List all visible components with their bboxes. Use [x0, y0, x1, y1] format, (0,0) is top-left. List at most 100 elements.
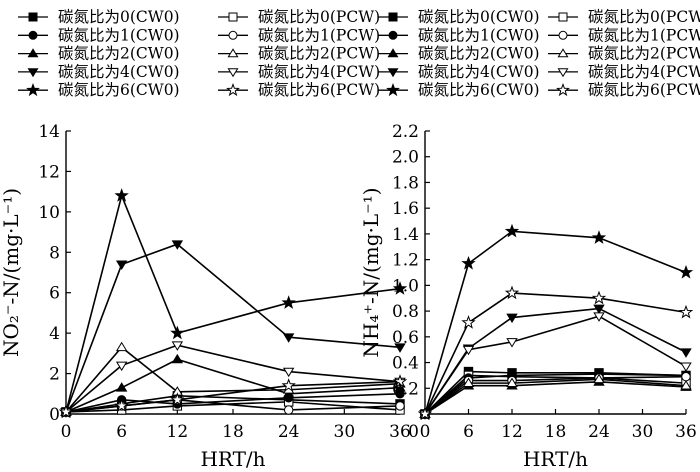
x-tick-label: 6: [116, 422, 127, 442]
data-point: [680, 348, 692, 358]
x-tick-label: 18: [545, 422, 567, 442]
data-point: [114, 398, 129, 413]
y-tick-label: 10: [38, 203, 60, 223]
legend-item: 碳氮比为1(PCW): [548, 26, 700, 44]
legend-marker: [556, 82, 570, 97]
y-tick-label: 0.2: [392, 379, 419, 399]
y-tick-label: 1.2: [392, 251, 419, 271]
data-point: [58, 404, 74, 419]
data-point: [678, 304, 694, 319]
data-point: [681, 371, 691, 382]
legend-item: 碳氮比为1(CW0): [378, 26, 540, 44]
legend-item: 碳氮比为0(CW0): [378, 8, 540, 26]
legend-item: 碳氮比为4(CW0): [378, 63, 540, 81]
legend-label: 碳氮比为1(PCW): [258, 26, 380, 44]
data-point: [593, 312, 605, 322]
data-point: [462, 345, 475, 356]
axes: 0 6 12 18 24 30 36 0.2 0.4 0.6 0.8 1.0 1.2 1.4 1.6 1.8 2…: [359, 122, 697, 471]
legend-item: 碳氮比为2(CW0): [18, 45, 180, 63]
y-tick-label: 1.6: [392, 199, 419, 219]
legend-label: 碳氮比为1(PCW): [588, 26, 700, 44]
y-tick-label: 12: [38, 162, 60, 182]
legend-label: 碳氮比为6(CW0): [58, 81, 180, 99]
data-point: [680, 380, 692, 390]
y-axis-title: NH₄⁺-N/(mg·L⁻¹): [359, 187, 383, 357]
y-axis-title: NO₂⁻-N/(mg·L⁻¹): [0, 188, 23, 357]
x-tick-label: 30: [334, 422, 356, 442]
y-tick-label: 6: [49, 284, 60, 304]
x-tick-label: 18: [222, 422, 244, 442]
legend-marker: [227, 68, 239, 78]
legend-label: 碳氮比为6(CW0): [418, 81, 540, 99]
legend-label: 碳氮比为0(PCW): [258, 8, 380, 26]
legend-marker: [386, 82, 400, 97]
axes: 0 6 12 18 24 30 3602468101214HRT/hNO₂⁻-N/(mg·L…: [0, 122, 411, 471]
x-tick-label: 12: [167, 422, 189, 442]
y-tick-label: 0.4: [392, 354, 419, 374]
data-point: [461, 255, 476, 270]
legend-marker: [387, 68, 399, 78]
data-point: [593, 373, 605, 384]
series: [58, 374, 408, 419]
legend-marker: [28, 30, 38, 40]
data-point: [680, 362, 692, 372]
legend-marker: [27, 48, 39, 58]
data-point: [171, 341, 184, 351]
legend: 碳氮比为0(CW0) 碳氮比为0(PCW) 碳氮比为1(CW0) 碳氮比为1(PCW)…: [18, 8, 380, 99]
legend-item: 碳氮比为6(PCW): [218, 81, 380, 99]
x-tick-label: 24: [588, 422, 610, 442]
legend-item: 碳氮比为0(CW0): [18, 8, 180, 26]
data-point: [392, 374, 408, 388]
legend-item: 碳氮比为4(CW0): [18, 63, 180, 81]
legend-label: 碳氮比为0(CW0): [418, 8, 540, 26]
chart-panel-2: 碳氮比为0(CW0) 碳氮比为0(PCW) 碳氮比为1(CW0) 碳氮比为1(PCW)…: [359, 8, 700, 471]
y-tick-label: 14: [38, 122, 60, 142]
x-axis-title: HRT/h: [523, 447, 588, 471]
data-point: [395, 401, 405, 411]
legend-marker: [27, 68, 39, 78]
data-point: [282, 333, 295, 343]
legend-marker: [557, 48, 569, 58]
y-tick-label: 0.8: [392, 302, 419, 322]
legend-marker: [227, 48, 239, 58]
legend-item: 碳氮比为0(PCW): [218, 8, 380, 26]
legend-marker: [26, 82, 40, 97]
data-point: [417, 406, 433, 421]
y-tick-label: 4: [49, 324, 60, 344]
legend-label: 碳氮比为2(PCW): [258, 45, 380, 63]
series-line: [424, 307, 687, 415]
x-tick-label: 12: [501, 422, 523, 442]
legend-label: 碳氮比为1(CW0): [58, 26, 180, 44]
data-point: [283, 405, 294, 415]
x-tick-label: 0: [61, 422, 72, 442]
legend-item: 碳氮比为6(CW0): [18, 81, 180, 99]
data-point: [506, 338, 518, 348]
data-point: [504, 285, 520, 300]
y-tick-label: 1.4: [392, 225, 419, 245]
legend-marker: [558, 30, 568, 40]
legend-item: 碳氮比为2(PCW): [548, 45, 700, 63]
legend-item: 碳氮比为2(CW0): [378, 45, 540, 63]
y-tick-label: 1.8: [392, 173, 419, 193]
data-point: [593, 304, 605, 315]
legend-item: 碳氮比为4(PCW): [218, 63, 380, 81]
legend-marker: [557, 68, 569, 78]
legend-marker: [226, 82, 240, 97]
y-tick-label: 2: [49, 365, 60, 385]
series: [419, 312, 692, 420]
legend-label: 碳氮比为0(PCW): [588, 8, 700, 26]
legend-item: 碳氮比为0(PCW): [548, 8, 700, 26]
data-point: [591, 290, 607, 305]
data-point: [171, 353, 184, 364]
legend-item: 碳氮比为6(CW0): [378, 81, 540, 99]
legend-item: 碳氮比为2(PCW): [218, 45, 380, 63]
y-tick-label: 0: [408, 422, 419, 442]
data-point: [115, 260, 128, 270]
data-point: [115, 361, 128, 372]
legend-marker: [388, 12, 398, 22]
data-point: [171, 240, 184, 250]
legend-label: 碳氮比为1(CW0): [418, 26, 540, 44]
legend-item: 碳氮比为6(PCW): [548, 81, 700, 99]
x-tick-label: 0: [420, 422, 431, 442]
